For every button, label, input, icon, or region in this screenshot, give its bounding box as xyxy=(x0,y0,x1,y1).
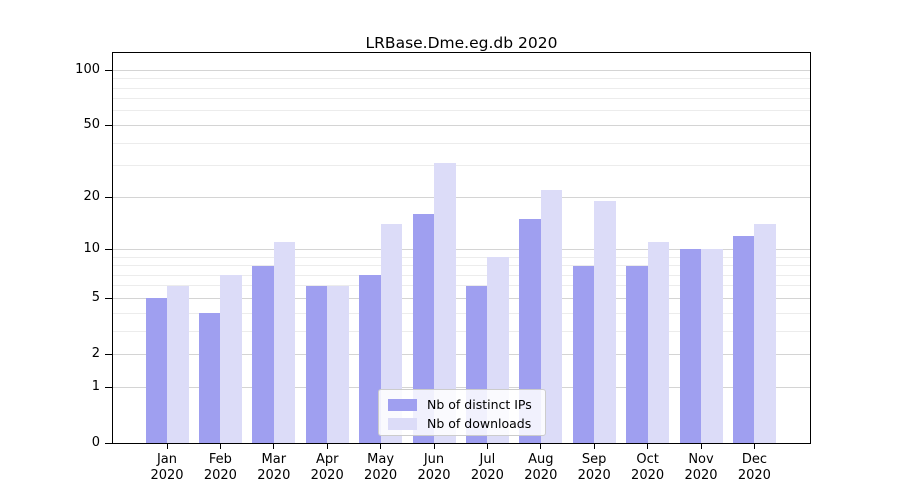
y-tick-10 xyxy=(105,248,112,250)
y-tick-label-10: 10 xyxy=(83,241,100,257)
x-tick-label-apr: Apr 2020 xyxy=(310,452,344,483)
x-tick-label-dec: Dec 2020 xyxy=(737,452,771,483)
y-tick-100 xyxy=(105,69,112,71)
gridline-major-2 xyxy=(113,353,810,355)
x-tick-apr xyxy=(326,443,328,449)
bar-sep-distinct-ips xyxy=(572,265,595,443)
bar-nov-downloads xyxy=(701,249,723,443)
y-tick-2 xyxy=(105,353,112,355)
gridline-major-1 xyxy=(113,386,810,388)
y-tick-0 xyxy=(105,442,112,444)
x-tick-label-may: May 2020 xyxy=(364,452,398,483)
x-tick-nov xyxy=(700,443,702,449)
y-tick-1 xyxy=(105,386,112,388)
gridline-minor-30 xyxy=(113,165,810,167)
bar-mar-distinct-ips xyxy=(252,265,274,443)
bar-jan-distinct-ips xyxy=(145,298,167,443)
gridline-minor-3 xyxy=(113,330,810,332)
bar-may-distinct-ips xyxy=(359,275,381,443)
bar-nov-distinct-ips xyxy=(679,249,701,443)
bar-jun-distinct-ips xyxy=(412,214,434,443)
x-tick-label-oct: Oct 2020 xyxy=(631,452,665,483)
gridline-major-5 xyxy=(113,297,810,299)
bar-sep-downloads xyxy=(594,201,616,443)
y-tick-label-20: 20 xyxy=(83,189,100,205)
gridline-major-10 xyxy=(113,248,810,250)
legend-label-distinct-ips: Nb of distinct IPs xyxy=(427,396,532,412)
x-tick-label-aug: Aug 2020 xyxy=(524,452,558,483)
gridline-major-50 xyxy=(113,124,810,126)
x-tick-label-jul: Jul 2020 xyxy=(470,452,504,483)
x-tick-oct xyxy=(647,443,649,449)
bar-oct-downloads xyxy=(647,242,670,443)
gridline-minor-9 xyxy=(113,256,810,258)
x-tick-label-jan: Jan 2020 xyxy=(150,452,184,483)
gridline-major-20 xyxy=(113,196,810,198)
bar-feb-distinct-ips xyxy=(198,313,221,443)
x-tick-jun xyxy=(433,443,435,449)
legend: Nb of distinct IPs Nb of downloads xyxy=(378,389,546,436)
bar-feb-downloads xyxy=(220,275,242,443)
legend-swatch-distinct-ips xyxy=(388,398,417,411)
gridline-minor-40 xyxy=(113,142,810,144)
y-tick-5 xyxy=(105,297,112,299)
gridline-minor-60 xyxy=(113,110,810,112)
bar-dec-downloads xyxy=(754,224,776,443)
bar-apr-distinct-ips xyxy=(305,285,328,443)
y-tick-label-100: 100 xyxy=(75,62,100,78)
gridline-minor-7 xyxy=(113,274,810,276)
bar-aug-downloads xyxy=(540,189,563,443)
gridline-minor-80 xyxy=(113,87,810,89)
y-tick-label-50: 50 xyxy=(83,117,100,133)
y-tick-label-1: 1 xyxy=(91,379,100,394)
x-tick-label-mar: Mar 2020 xyxy=(257,452,291,483)
gridline-minor-4 xyxy=(113,312,810,314)
x-tick-aug xyxy=(540,443,542,449)
bar-jan-downloads xyxy=(167,285,189,443)
x-tick-feb xyxy=(219,443,221,449)
gridline-major-100 xyxy=(113,69,810,71)
bar-oct-distinct-ips xyxy=(626,265,648,443)
bar-jun-downloads xyxy=(434,163,456,443)
legend-label-downloads: Nb of downloads xyxy=(427,415,532,431)
chart-title: LRBase.Dme.eg.db 2020 xyxy=(365,34,558,52)
x-tick-mar xyxy=(273,443,275,449)
bar-apr-downloads xyxy=(327,285,349,443)
x-tick-jan xyxy=(166,443,168,449)
x-tick-jul xyxy=(486,443,488,449)
gridline-minor-90 xyxy=(113,78,810,80)
legend-item-downloads: Nb of downloads xyxy=(388,414,537,433)
y-tick-50 xyxy=(105,124,112,126)
x-tick-sep xyxy=(593,443,595,449)
gridline-minor-6 xyxy=(113,285,810,287)
x-tick-dec xyxy=(753,443,755,449)
bar-mar-downloads xyxy=(273,242,296,443)
y-tick-label-2: 2 xyxy=(91,346,100,362)
x-tick-label-feb: Feb 2020 xyxy=(203,452,237,483)
y-tick-label-0: 0 xyxy=(91,435,100,450)
legend-item-distinct-ips: Nb of distinct IPs xyxy=(388,395,537,414)
x-tick-label-jun: Jun 2020 xyxy=(417,452,451,483)
x-tick-label-sep: Sep 2020 xyxy=(577,452,611,483)
plot-area xyxy=(112,52,811,444)
y-tick-label-5: 5 xyxy=(91,290,100,306)
bar-dec-distinct-ips xyxy=(732,235,755,443)
bar-may-downloads xyxy=(380,224,403,443)
x-tick-may xyxy=(380,443,382,449)
bar-aug-distinct-ips xyxy=(519,219,541,443)
x-tick-label-nov: Nov 2020 xyxy=(684,452,718,483)
legend-swatch-downloads xyxy=(388,417,417,430)
gridline-minor-8 xyxy=(113,265,810,267)
y-tick-20 xyxy=(105,196,112,198)
gridline-minor-70 xyxy=(113,98,810,100)
